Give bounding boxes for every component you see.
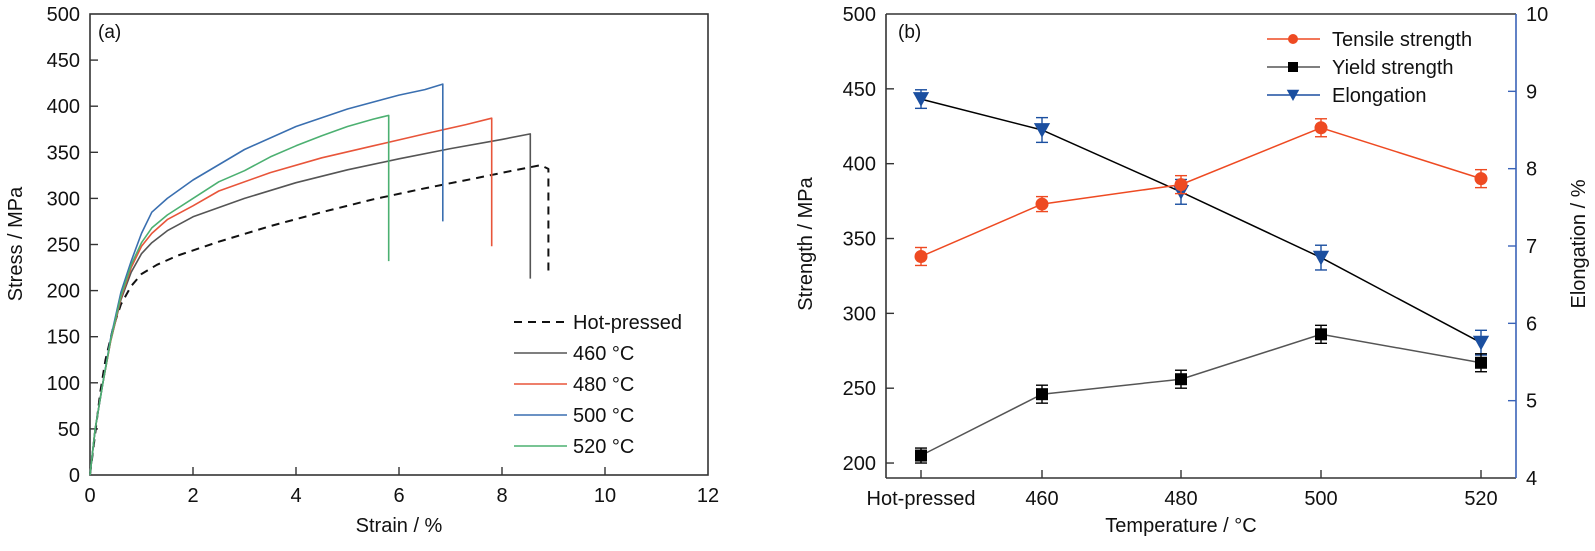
y-tick-label-a: 0 xyxy=(69,465,80,487)
y-tick-label-b: 200 xyxy=(843,453,876,475)
y-axis-ticks-a: 0 50 100 150 200 250 300 350 400 450 500 xyxy=(47,4,98,487)
y-tick-label-a: 300 xyxy=(47,188,80,210)
legend-marker-b xyxy=(1288,62,1298,72)
y2-tick-label-b: 4 xyxy=(1526,468,1537,490)
data-point-elongation xyxy=(912,92,930,107)
data-point-tensile-strength xyxy=(914,249,928,263)
y-axis-title-a: Stress / MPa xyxy=(5,186,27,301)
y2-axis-title-b: Elongation / % xyxy=(1568,179,1590,308)
y-tick-label-b: 250 xyxy=(843,378,876,400)
y-axis-ticks-b: 200 250 300 350 400 450 500 xyxy=(843,4,894,475)
x-tick-label-a: 12 xyxy=(697,485,719,507)
legend-label-a: 480 °C xyxy=(573,374,634,396)
y-tick-label-b: 500 xyxy=(843,4,876,26)
y-tick-label-b: 400 xyxy=(843,154,876,176)
y-tick-label-b: 300 xyxy=(843,303,876,325)
y2-tick-label-b: 5 xyxy=(1526,391,1537,413)
series-line-a-520-c xyxy=(89,114,390,476)
x-axis-ticks-b: Hot-pressed 460 480 500 520 xyxy=(867,470,1498,510)
data-point-yield-strength xyxy=(1175,373,1187,386)
panel-a-stress-strain: 0 50 100 150 200 250 300 350 400 450 500 0 2 4 6 8 10 12… xyxy=(5,4,719,537)
x-axis-title-a: Strain / % xyxy=(356,515,443,537)
y2-tick-label-b: 6 xyxy=(1526,313,1537,335)
y-tick-label-a: 400 xyxy=(47,96,80,118)
y-tick-label-a: 250 xyxy=(47,235,80,257)
y-tick-label-a: 50 xyxy=(58,419,80,441)
y2-tick-label-b: 9 xyxy=(1526,81,1537,103)
y-tick-label-a: 450 xyxy=(47,50,80,72)
x-tick-label-a: 2 xyxy=(187,485,198,507)
y2-tick-label-b: 8 xyxy=(1526,159,1537,181)
series-group-a xyxy=(89,83,550,476)
data-point-tensile-strength xyxy=(1314,121,1328,135)
data-point-elongation xyxy=(1312,250,1330,266)
x-tick-label-a: 8 xyxy=(496,485,507,507)
legend-marker-b xyxy=(1288,34,1298,44)
x-tick-label-b: 460 xyxy=(1025,488,1058,510)
data-point-yield-strength xyxy=(1475,356,1487,369)
legend-label-b: Tensile strength xyxy=(1332,29,1472,51)
x-axis-ticks-a: 0 2 4 6 8 10 12 xyxy=(84,467,719,507)
panel-label-a: (a) xyxy=(98,22,121,43)
legend-label-a: Hot-pressed xyxy=(573,312,682,334)
y2-tick-label-b: 10 xyxy=(1526,4,1548,26)
series-line-b-yield-strength xyxy=(920,333,1482,457)
series-line-b-tensile-strength xyxy=(920,127,1482,258)
legend-label-b: Yield strength xyxy=(1332,57,1454,79)
x-tick-label-a: 6 xyxy=(393,485,404,507)
y-tick-label-b: 450 xyxy=(843,79,876,101)
panel-b-strength-temperature: 200 250 300 350 400 450 500 4 5 6 7 8 9 10 Hot-press… xyxy=(795,4,1590,537)
series-line-a-hot-pressed xyxy=(89,164,550,476)
x-tick-label-a: 4 xyxy=(290,485,301,507)
data-point-elongation xyxy=(1033,123,1051,138)
legend-a: Hot-pressed 460 °C 480 °C 500 °C 520 °C xyxy=(514,312,682,458)
y-tick-label-a: 100 xyxy=(47,373,80,395)
y-tick-label-a: 200 xyxy=(47,281,80,303)
x-axis-title-b: Temperature / °C xyxy=(1105,515,1256,537)
legend-label-a: 500 °C xyxy=(573,405,634,427)
data-point-elongation xyxy=(1472,335,1490,351)
legend-label-a: 520 °C xyxy=(573,436,634,458)
x-tick-label-b: 520 xyxy=(1464,488,1497,510)
y2-axis-ticks-b: 4 5 6 7 8 9 10 xyxy=(1508,4,1548,490)
data-point-tensile-strength xyxy=(1035,197,1049,211)
legend-label-a: 460 °C xyxy=(573,343,634,365)
legend-marker-b xyxy=(1286,89,1300,101)
legend-label-b: Elongation xyxy=(1332,85,1427,107)
panel-label-b: (b) xyxy=(898,22,921,43)
y-tick-label-a: 150 xyxy=(47,327,80,349)
x-tick-label-b: Hot-pressed xyxy=(867,488,976,510)
y2-tick-label-b: 7 xyxy=(1526,236,1537,258)
x-tick-label-a: 10 xyxy=(594,485,616,507)
series-line-a-460-c xyxy=(89,133,532,476)
data-point-tensile-strength xyxy=(1474,172,1488,186)
series-group-b xyxy=(912,89,1490,464)
x-tick-label-b: 500 xyxy=(1304,488,1337,510)
data-point-yield-strength xyxy=(1036,388,1048,401)
y-tick-label-b: 350 xyxy=(843,229,876,251)
legend-b: Tensile strength Yield strength Elongation xyxy=(1267,29,1472,107)
y-tick-label-a: 350 xyxy=(47,142,80,164)
data-point-yield-strength xyxy=(1315,328,1327,341)
x-tick-label-a: 0 xyxy=(84,485,95,507)
y-tick-label-a: 500 xyxy=(47,4,80,26)
data-point-tensile-strength xyxy=(1174,178,1188,192)
series-line-a-480-c xyxy=(89,117,493,476)
x-tick-label-b: 480 xyxy=(1164,488,1197,510)
data-point-yield-strength xyxy=(915,449,927,462)
y-axis-title-b: Strength / MPa xyxy=(795,176,817,310)
